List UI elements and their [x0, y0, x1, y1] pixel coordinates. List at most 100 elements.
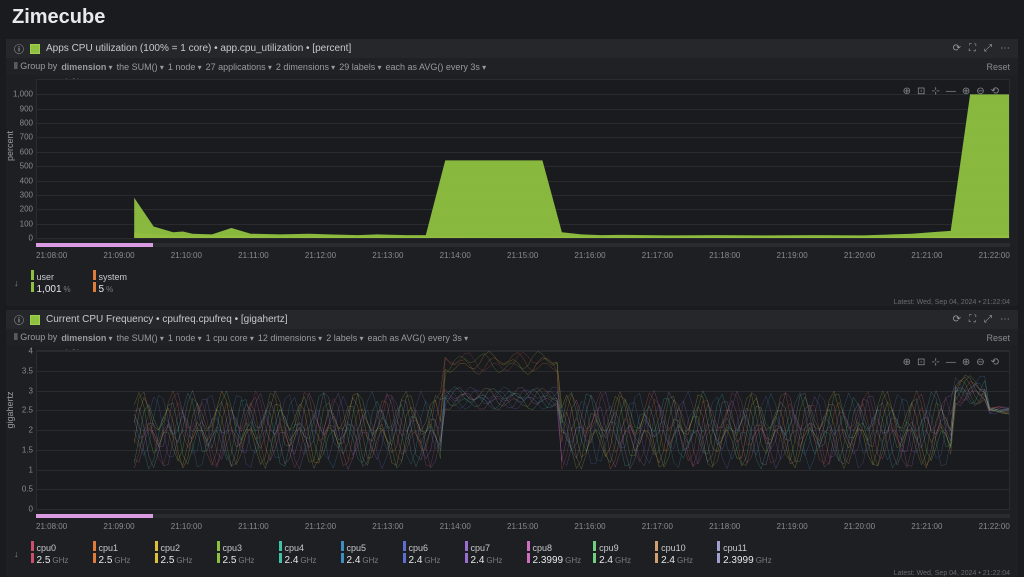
nodes-dropdown[interactable]: 1 node	[168, 333, 202, 343]
legend-color-swatch	[465, 541, 468, 551]
app-title: Zimecube	[0, 0, 1024, 35]
chart-area[interactable]: 00.511.522.533.54⊕⊡⊹—⊕⊖⟲	[36, 350, 1010, 510]
legend-unit: GHz	[238, 556, 254, 565]
legend-value: 2.4	[347, 555, 361, 566]
legend-value: 2.5	[161, 555, 175, 566]
dims-dropdown[interactable]: 2 dimensions	[276, 62, 335, 72]
legend-name: cpu3	[223, 543, 243, 553]
time-scrubber[interactable]	[36, 243, 1010, 247]
legend-unit: %	[64, 285, 71, 294]
legend-unit: GHz	[300, 556, 316, 565]
panel-action-icon[interactable]: ⋯	[1000, 314, 1010, 325]
legend-unit: GHz	[424, 556, 440, 565]
panel-action-icon[interactable]: ⟳	[953, 314, 961, 325]
legend-color-swatch	[655, 541, 658, 551]
legend-color-swatch	[465, 553, 468, 563]
legend-value: 2.4	[471, 555, 485, 566]
agg-dropdown[interactable]: the SUM()	[117, 333, 164, 343]
each-dropdown[interactable]: each as AVG() every 3s	[385, 62, 486, 72]
x-tick-label: 21:21:00	[911, 522, 942, 531]
legend-item-system[interactable]: system 5%	[93, 270, 143, 295]
checkbox-icon[interactable]	[30, 44, 40, 54]
legend-item-cpu6[interactable]: cpu6 2.4GHz	[403, 541, 453, 566]
plot-svg	[37, 80, 1009, 238]
series-line-cpu0	[134, 352, 1009, 469]
legend-color-swatch	[31, 282, 34, 292]
legend-color-swatch	[403, 541, 406, 551]
legend-item-cpu7[interactable]: cpu7 2.4GHz	[465, 541, 515, 566]
series-line-cpu7	[134, 386, 1009, 469]
legend-color-swatch	[593, 541, 596, 551]
legend-item-cpu1[interactable]: cpu1 2.5GHz	[93, 541, 143, 566]
y-axis-label: gigahertz	[5, 391, 15, 428]
legend-item-cpu11[interactable]: cpu11 2.3999GHz	[717, 541, 772, 566]
sort-arrow-icon[interactable]: ↓	[14, 278, 19, 288]
legend-item-cpu4[interactable]: cpu4 2.4GHz	[279, 541, 329, 566]
each-dropdown[interactable]: each as AVG() every 3s	[367, 333, 468, 343]
panel-action-icon[interactable]: ⤢	[984, 314, 992, 325]
apps-dropdown[interactable]: 27 applications	[206, 62, 272, 72]
legend-item-cpu0[interactable]: cpu0 2.5GHz	[31, 541, 81, 566]
legend-name: cpu1	[99, 543, 119, 553]
chart-area[interactable]: 01002003004005006007008009001,000⊕⊡⊹—⊕⊖⟲	[36, 79, 1010, 239]
latest-timestamp: Latest: Wed, Sep 04, 2024 • 21:22:04	[6, 299, 1018, 306]
legend-item-cpu5[interactable]: cpu5 2.4GHz	[341, 541, 391, 566]
x-tick-label: 21:13:00	[372, 251, 403, 260]
legend-value: 2.4	[285, 555, 299, 566]
legend-color-swatch	[341, 553, 344, 563]
legend-color-swatch	[593, 553, 596, 563]
legend-color-swatch	[93, 541, 96, 551]
scrubber-selection[interactable]	[36, 243, 153, 247]
legend-unit: GHz	[114, 556, 130, 565]
legend-color-swatch	[217, 541, 220, 551]
dimension-dropdown[interactable]: dimension	[61, 333, 112, 343]
dims-dropdown[interactable]: 12 dimensions	[258, 333, 322, 343]
time-scrubber[interactable]	[36, 514, 1010, 518]
dimension-dropdown[interactable]: dimension	[61, 62, 112, 72]
checkbox-icon[interactable]	[30, 315, 40, 325]
x-tick-label: 21:22:00	[979, 251, 1010, 260]
panel-action-icon[interactable]: ⤢	[984, 43, 992, 54]
legend-item-cpu10[interactable]: cpu10 2.4GHz	[655, 541, 705, 566]
panel-action-icon[interactable]: ⋯	[1000, 43, 1010, 54]
legend-row: ↓ cpu0 2.5GHz cpu1 2.5GHz cpu2 2.5GHz cp…	[6, 537, 1018, 570]
agg-dropdown[interactable]: the SUM()	[117, 62, 164, 72]
sort-arrow-icon[interactable]: ↓	[14, 549, 19, 559]
legend-item-cpu9[interactable]: cpu9 2.4GHz	[593, 541, 643, 566]
y-tick-label: 0	[29, 234, 37, 243]
x-tick-label: 21:09:00	[103, 251, 134, 260]
x-tick-label: 21:22:00	[979, 522, 1010, 531]
y-tick-label: 800	[20, 119, 37, 128]
info-icon[interactable]: ⓘ	[14, 315, 24, 325]
legend-item-cpu2[interactable]: cpu2 2.5GHz	[155, 541, 205, 566]
x-tick-label: 21:08:00	[36, 251, 67, 260]
legend-item-cpu3[interactable]: cpu3 2.5GHz	[217, 541, 267, 566]
panel-action-icon[interactable]: ⛶	[969, 43, 976, 54]
legend-item-cpu8[interactable]: cpu8 2.3999GHz	[527, 541, 582, 566]
labels-dropdown[interactable]: 29 labels	[339, 62, 381, 72]
y-tick-label: 1	[29, 465, 37, 474]
legend-color-swatch	[93, 553, 96, 563]
legend-item-user[interactable]: user 1,001%	[31, 270, 81, 295]
legend-unit: GHz	[176, 556, 192, 565]
reset-link[interactable]: Reset	[986, 62, 1010, 72]
nodes-dropdown[interactable]: 1 node	[168, 62, 202, 72]
x-tick-label: 21:19:00	[777, 522, 808, 531]
chart-wrap: anomaly% gigahertz00.511.522.533.54⊕⊡⊹—⊕…	[6, 346, 1018, 537]
legend-color-swatch	[527, 541, 530, 551]
apps-dropdown[interactable]: 1 cpu core	[206, 333, 254, 343]
x-tick-label: 21:09:00	[103, 522, 134, 531]
labels-dropdown[interactable]: 2 labels	[326, 333, 363, 343]
y-tick-label: 2.5	[22, 406, 37, 415]
reset-link[interactable]: Reset	[986, 333, 1010, 343]
legend-name: cpu4	[285, 543, 305, 553]
legend-value: 2.4	[661, 555, 675, 566]
x-tick-label: 21:17:00	[642, 522, 673, 531]
x-tick-label: 21:12:00	[305, 251, 336, 260]
panel-action-icon[interactable]: ⛶	[969, 314, 976, 325]
scrubber-selection[interactable]	[36, 514, 153, 518]
info-icon[interactable]: ⓘ	[14, 44, 24, 54]
panel-action-icon[interactable]: ⟳	[953, 43, 961, 54]
legend-unit: GHz	[677, 556, 693, 565]
legend-value: 1,001	[37, 284, 62, 295]
